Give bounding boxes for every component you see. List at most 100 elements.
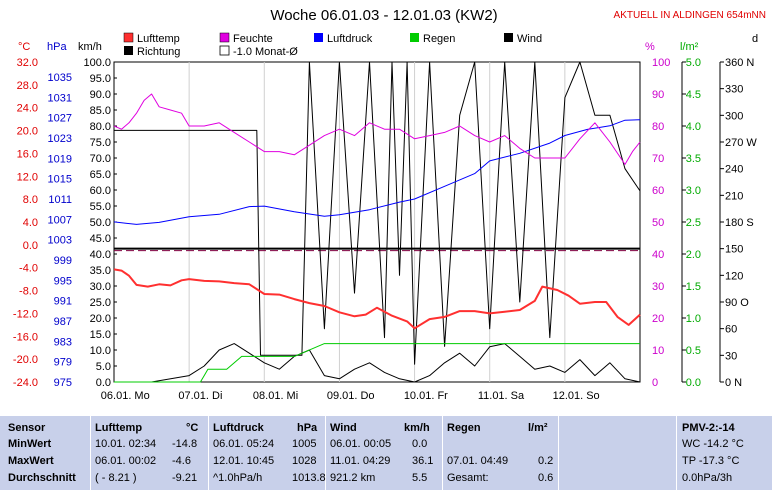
legend-label-richtung: Richtung [137,46,180,58]
temp-tick-label: 28.0 [17,80,38,92]
table-cell-press-val: 1005 [292,438,317,450]
table-header-regen-unit: l/m² [528,422,548,434]
table-header-wind: Wind [330,422,357,434]
wind-tick-label: 30.0 [90,281,111,293]
table-header-luftdruck-unit: hPa [297,422,318,434]
table-divider [90,416,91,490]
wind-tick-label: 60.0 [90,185,111,197]
table-divider [676,416,677,490]
legend-label-feuchte: Feuchte [233,33,273,45]
table-cell-temp-time: 10.01. 02:34 [95,438,157,450]
humidity-tick-label: 90 [652,89,664,101]
wind-tick-label: 0.0 [96,377,111,389]
x-tick-label: 12.01. So [553,390,600,402]
wind-tick-label: 95.0 [90,73,111,85]
humidity-tick-label: 100 [652,57,670,69]
table-header-lufttemp-unit: °C [186,422,199,434]
stats-table [0,416,772,490]
legend-label-regen: Regen [423,33,455,45]
legend-label-monat: -1.0 Monat-Ø [233,46,298,58]
table-cell-wind-time: 921.2 km [330,472,376,484]
temp-tick-label: -12.0 [13,308,38,320]
table-cell-temp-time: 06.01. 00:02 [95,455,157,467]
wind-tick-label: 40.0 [90,249,111,261]
direction-tick-label: 360 N [725,57,754,69]
temp-tick-label: 24.0 [17,103,38,115]
rain-tick-label: 1.0 [686,313,701,325]
table-cell-pmv: WC -14.2 °C [682,438,744,450]
table-header-regen: Regen [447,422,481,434]
humidity-tick-label: 10 [652,345,664,357]
wind-tick-label: 25.0 [90,297,111,309]
series-luftdruck [113,119,641,225]
rain-tick-label: 3.5 [686,153,701,165]
x-tick-label: 08.01. Mi [253,390,298,402]
series-wind [114,343,641,383]
legend-swatch-wind [504,33,513,42]
rain-tick-label: 2.0 [686,249,701,261]
chart-title: Woche 06.01.03 - 12.01.03 (KW2) [270,7,497,24]
legend-swatch-luftdruck [314,33,323,42]
temp-tick-label: -4.0 [19,263,38,275]
wind-tick-label: 35.0 [90,265,111,277]
rain-tick-label: 0.5 [686,345,701,357]
x-tick-label: 10.01. Fr [404,390,448,402]
rain-tick-label: 1.5 [686,281,701,293]
table-divider [558,416,559,490]
table-header-lufttemp: Lufttemp [95,422,143,434]
direction-tick-label: 60 [725,324,737,336]
pressure-tick-label: 995 [54,275,72,287]
temp-tick-label: 20.0 [17,126,38,138]
humidity-tick-label: 50 [652,217,664,229]
humidity-tick-label: 60 [652,185,664,197]
temp-tick-label: -8.0 [19,286,38,298]
table-cell-wind-time: 06.01. 00:05 [330,438,392,450]
direction-tick-label: 0 N [725,377,742,389]
pressure-tick-label: 979 [54,357,72,369]
wind-tick-label: 70.0 [90,153,111,165]
unit-direction: d [752,33,758,45]
temp-tick-label: 8.0 [23,194,38,206]
legend-swatch-lufttemp [123,32,134,43]
wind-tick-label: 10.0 [90,345,111,357]
pressure-tick-label: 1007 [48,214,72,226]
table-cell-rain-time: 07.01. 04:49 [447,455,509,467]
wind-tick-label: 50.0 [90,217,111,229]
table-cell-temp-val: -9.21 [172,472,198,484]
x-tick-label: 09.01. Do [327,390,375,402]
pressure-tick-label: 1019 [48,153,72,165]
temp-tick-label: -16.0 [13,331,38,343]
rain-tick-label: 4.0 [686,121,701,133]
legend-swatch-monat [219,45,230,56]
humidity-tick-label: 80 [652,121,664,133]
table-cell-pmv: TP -17.3 °C [682,455,740,467]
pressure-tick-label: 1011 [48,194,72,206]
pressure-tick-label: 1003 [48,235,72,247]
rain-tick-label: 5.0 [686,57,701,69]
legend-swatch-feuchte [219,32,230,43]
pressure-tick-label: 991 [54,296,72,308]
wind-tick-label: 20.0 [90,313,111,325]
table-divider [442,416,443,490]
rain-tick-label: 0.0 [686,377,701,389]
legend-swatch-richtung [124,46,133,55]
pressure-tick-label: 999 [54,255,72,267]
wind-tick-label: 5.0 [96,361,111,373]
pressure-tick-label: 1023 [48,133,72,145]
legend-label-wind: Wind [517,33,542,45]
table-cell-label: MinWert [8,438,52,450]
rain-tick-label: 2.5 [686,217,701,229]
table-divider [325,416,326,490]
x-tick-label: 06.01. Mo [101,390,150,402]
table-divider [208,416,209,490]
series-richtung [114,61,641,365]
temp-tick-label: 4.0 [23,217,38,229]
humidity-tick-label: 40 [652,249,664,261]
wind-tick-label: 55.0 [90,201,111,213]
wind-tick-label: 90.0 [90,89,111,101]
unit-humidity: % [645,41,655,53]
table-cell-press-val: 1013.8 [292,472,326,484]
x-tick-label: 11.01. Sa [478,390,525,402]
table-cell-press-time: 12.01. 10:45 [213,455,275,467]
direction-tick-label: 180 S [725,217,754,229]
